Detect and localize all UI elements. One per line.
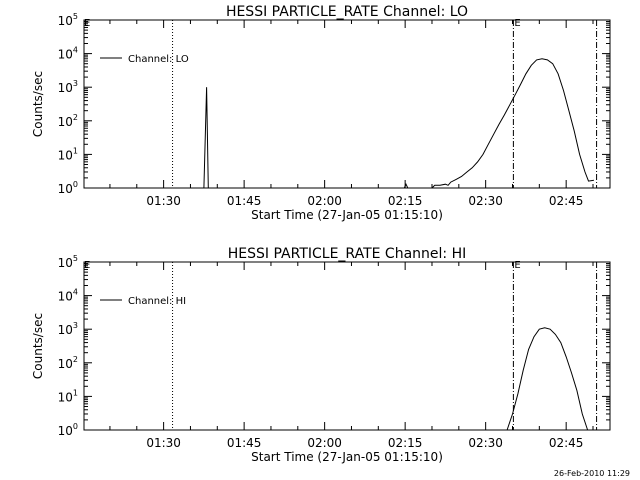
chart-0-ytick-label: 101 xyxy=(58,146,78,162)
chart-0-title: HESSI PARTICLE_RATE Channel: LO xyxy=(226,4,468,20)
chart-1-xtick-label: 01:30 xyxy=(146,436,181,450)
chart-0-xtick-label: 01:30 xyxy=(146,194,181,208)
chart-0-xtick-label: 02:00 xyxy=(307,194,342,208)
chart-0-xtick-label: 01:45 xyxy=(227,194,262,208)
chart-1-ytick-label: 101 xyxy=(58,388,78,404)
chart-0-marker-letter: E xyxy=(84,18,90,29)
chart-0-xlabel: Start Time (27-Jan-05 01:15:10) xyxy=(251,208,443,222)
chart-0-xtick-label: 02:15 xyxy=(388,194,423,208)
chart-0-ytick-label: 105 xyxy=(58,12,78,28)
chart-0-ylabel: Counts/sec xyxy=(31,71,45,137)
chart-1-ytick-label: 103 xyxy=(58,321,78,337)
chart-0-xtick-label: 02:30 xyxy=(468,194,503,208)
chart-1-xtick-label: 02:30 xyxy=(468,436,503,450)
chart-1-xlabel: Start Time (27-Jan-05 01:15:10) xyxy=(251,450,443,464)
chart-1-xtick-label: 02:15 xyxy=(388,436,423,450)
chart-1-marker-letter: E xyxy=(84,260,90,271)
chart-1-xtick-label: 02:00 xyxy=(307,436,342,450)
chart-1-series-0 xyxy=(506,327,589,431)
chart-0-ytick-label: 100 xyxy=(58,180,78,196)
chart-1-ytick-label: 104 xyxy=(58,288,78,304)
chart-1-marker-letter: E xyxy=(514,260,520,271)
chart-1-xtick-label: 02:45 xyxy=(549,436,584,450)
chart-1-ytick-label: 100 xyxy=(58,422,78,438)
footer-timestamp: 26-Feb-2010 11:29 xyxy=(554,469,630,478)
chart-0: HESSI PARTICLE_RATE Channel: LO 100 101 102… xyxy=(31,4,611,222)
chart-1-xtick-label: 01:45 xyxy=(227,436,262,450)
chart-1-title: HESSI PARTICLE_RATE Channel: HI xyxy=(228,246,466,262)
chart-0-ytick-label: 102 xyxy=(58,113,78,129)
chart-1-ytick-label: 102 xyxy=(58,355,78,371)
chart-1-frame xyxy=(83,261,611,431)
chart-0-ytick-label: 103 xyxy=(58,79,78,95)
chart-1-ylabel: Counts/sec xyxy=(31,313,45,379)
chart-1-ytick-label: 105 xyxy=(58,254,78,270)
chart-0-frame xyxy=(83,19,611,189)
chart-1: HESSI PARTICLE_RATE Channel: HI 100 101 102… xyxy=(31,246,611,464)
chart-0-marker-letter: E xyxy=(514,18,520,29)
chart-0-ytick-label: 104 xyxy=(58,46,78,62)
chart-1-legend-label: Channel: HI xyxy=(128,296,186,307)
chart-0-legend-label: Channel: LO xyxy=(128,54,189,65)
chart-0-xtick-label: 02:45 xyxy=(549,194,584,208)
chart-0-series-0 xyxy=(203,58,594,189)
